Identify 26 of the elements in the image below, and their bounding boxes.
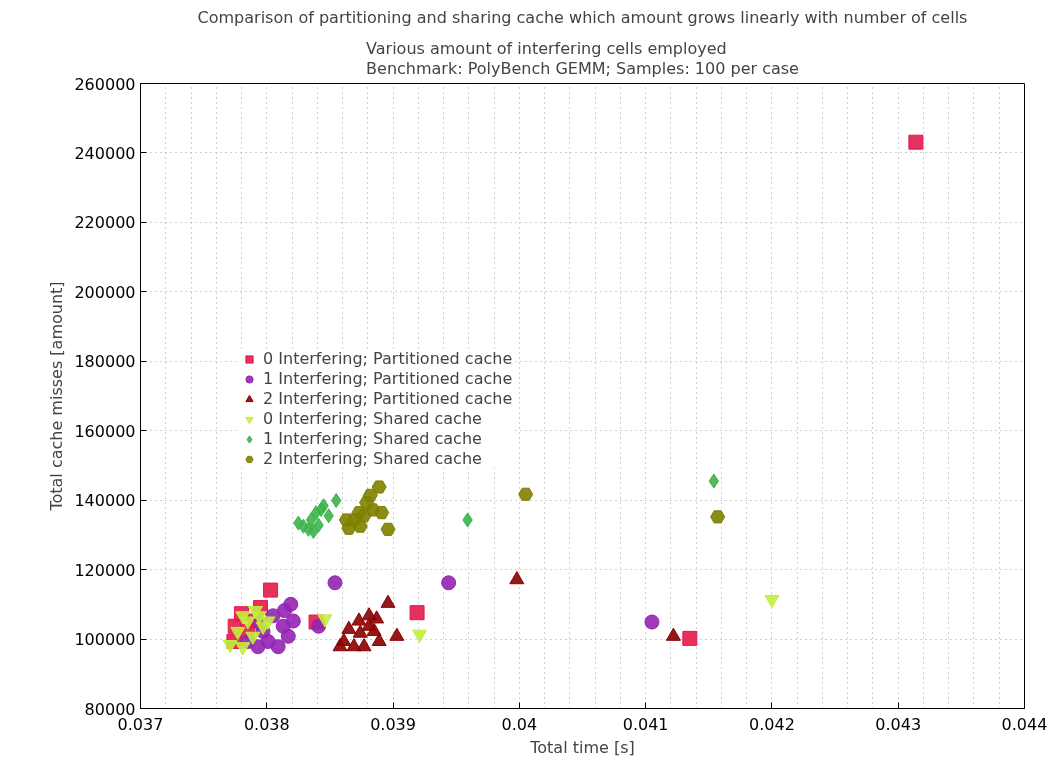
legend-label: 0 Interfering; Partitioned cache xyxy=(263,349,513,368)
x-axis-title: Total time [s] xyxy=(529,737,635,757)
y-tick-label: 160000 xyxy=(74,421,136,441)
x-tick-label: 0.041 xyxy=(622,714,669,734)
y-tick-label: 240000 xyxy=(74,143,136,163)
y-axis-title: Total cache misses [amount] xyxy=(47,281,67,512)
chart-subtitle: Various amount of interfering cells employed Benchmark: PolyBench GEMM; Samples: 100 per case xyxy=(366,38,799,79)
x-tick-label: 0.04 xyxy=(501,714,538,734)
y-tick-label: 100000 xyxy=(74,630,136,650)
y-tick-label: 200000 xyxy=(74,282,136,302)
legend-label: 1 Interfering; Shared cache xyxy=(263,429,482,448)
legend-label: 2 Interfering; Shared cache xyxy=(263,449,482,468)
x-tick-label: 0.043 xyxy=(875,714,922,734)
y-tick-label: 220000 xyxy=(74,213,136,233)
legend-label: 0 Interfering; Shared cache xyxy=(263,409,482,428)
y-tick-label: 180000 xyxy=(74,352,136,372)
y-tick-label: 260000 xyxy=(74,74,136,94)
legend-label: 1 Interfering; Partitioned cache xyxy=(263,369,513,388)
chart-title: Comparison of partitioning and sharing cache which amount grows linearly with number of cells xyxy=(197,7,968,27)
y-tick-label: 140000 xyxy=(74,491,136,511)
legend-label: 2 Interfering; Partitioned cache xyxy=(263,389,513,408)
x-tick-label: 0.044 xyxy=(1001,714,1048,734)
y-tick-label: 120000 xyxy=(74,560,136,580)
x-tick-label: 0.042 xyxy=(749,714,795,734)
x-tick-label: 0.039 xyxy=(370,714,416,734)
x-tick-label: 0.038 xyxy=(243,714,290,734)
